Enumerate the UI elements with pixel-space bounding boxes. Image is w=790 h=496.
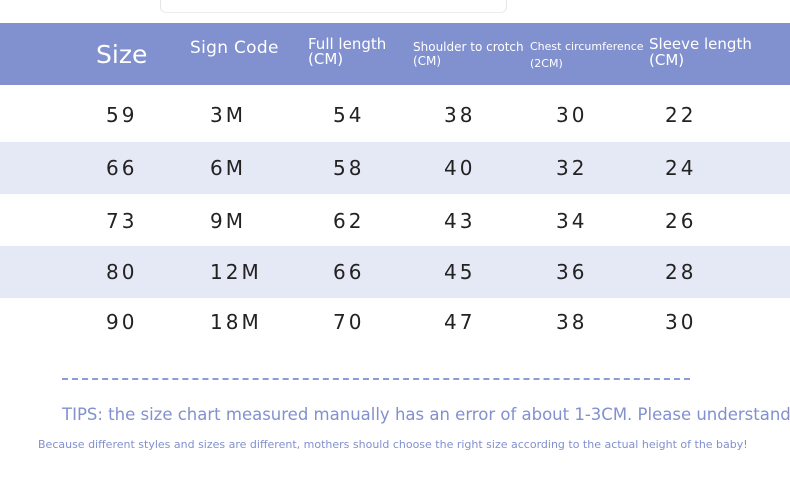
cell-sleeve: 30 [665, 310, 697, 334]
cell-shoulder: 38 [444, 103, 476, 127]
cell-full-length: 54 [333, 103, 365, 127]
table-row: 80 12M 66 45 36 28 [0, 246, 790, 298]
cell-size: 80 [106, 260, 138, 284]
table-row: 59 3M 54 38 30 22 [0, 89, 790, 141]
cell-size: 73 [106, 209, 138, 233]
note-text: Because different styles and sizes are d… [38, 438, 748, 451]
table-row: 90 18M 70 47 38 30 [0, 296, 790, 348]
table-row: 66 6M 58 40 32 24 [0, 142, 790, 194]
dashed-divider [62, 378, 690, 380]
header-full-length: Full length (CM) [308, 37, 386, 67]
cell-full-length: 70 [333, 310, 365, 334]
header-full-length-unit: (CM) [308, 50, 344, 68]
cell-sleeve: 24 [665, 156, 697, 180]
cell-shoulder: 40 [444, 156, 476, 180]
header-sleeve-unit: (CM) [649, 51, 685, 69]
cell-sign-code: 12M [210, 260, 262, 284]
cell-chest: 38 [556, 310, 588, 334]
header-chest-unit: (2CM) [530, 57, 563, 70]
cell-chest: 34 [556, 209, 588, 233]
cell-shoulder: 47 [444, 310, 476, 334]
cell-full-length: 62 [333, 209, 365, 233]
cell-size: 59 [106, 103, 138, 127]
cell-sign-code: 9M [210, 209, 246, 233]
header-shoulder: Shoulder to crotch (CM) [413, 40, 524, 68]
table-row: 73 9M 62 43 34 26 [0, 195, 790, 247]
header-sign-code: Sign Code [190, 38, 279, 58]
cell-full-length: 58 [333, 156, 365, 180]
cell-sign-code: 3M [210, 103, 246, 127]
header-sleeve: Sleeve length (CM) [649, 36, 752, 68]
cell-size: 90 [106, 310, 138, 334]
top-decoration [160, 0, 507, 13]
cell-sign-code: 6M [210, 156, 246, 180]
cell-chest: 36 [556, 260, 588, 284]
cell-size: 66 [106, 156, 138, 180]
cell-shoulder: 45 [444, 260, 476, 284]
cell-sleeve: 28 [665, 260, 697, 284]
table-header: Size Sign Code Full length (CM) Shoulder… [0, 23, 790, 85]
header-shoulder-unit: (CM) [413, 54, 442, 68]
cell-sign-code: 18M [210, 310, 262, 334]
header-size: Size [96, 40, 148, 69]
tips-text: TIPS: the size chart measured manually h… [62, 405, 790, 424]
header-shoulder-label: Shoulder to crotch [413, 40, 524, 54]
header-full-length-label: Full length [308, 35, 387, 53]
cell-chest: 32 [556, 156, 588, 180]
cell-sleeve: 26 [665, 209, 697, 233]
cell-shoulder: 43 [444, 209, 476, 233]
header-chest: Chest circumference (2CM) [530, 38, 644, 72]
header-chest-label: Chest circumference [530, 40, 644, 53]
cell-full-length: 66 [333, 260, 365, 284]
header-sleeve-label: Sleeve length [649, 35, 752, 53]
cell-chest: 30 [556, 103, 588, 127]
cell-sleeve: 22 [665, 103, 697, 127]
